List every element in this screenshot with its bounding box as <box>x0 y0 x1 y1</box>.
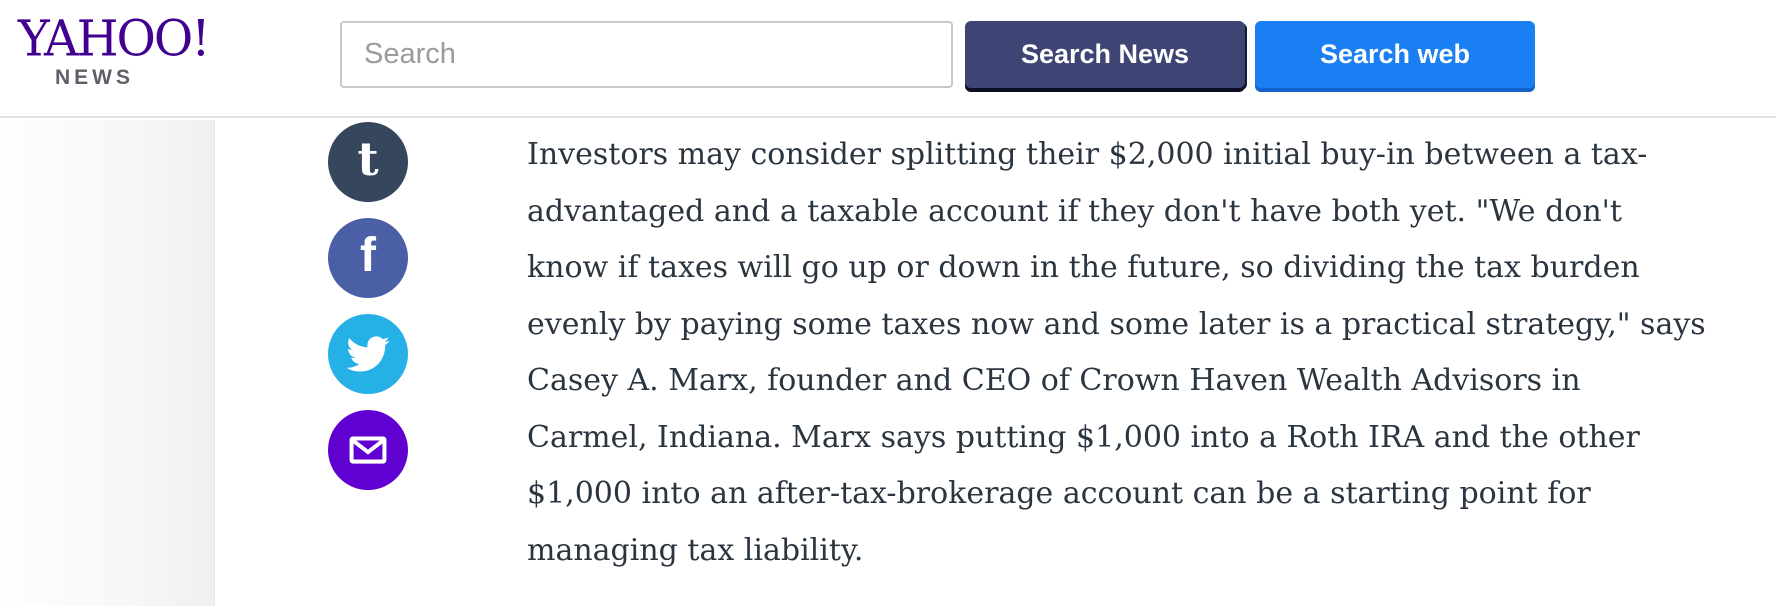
share-tumblr-button[interactable]: t <box>328 122 408 202</box>
search-web-button[interactable]: Search web <box>1255 21 1535 88</box>
article-content-card <box>215 120 1776 606</box>
yahoo-logo-news-label: NEWS <box>55 66 134 89</box>
article-paragraph: Investors may consider splitting their $… <box>527 137 1706 568</box>
share-facebook-button[interactable]: f <box>328 218 408 298</box>
share-email-button[interactable] <box>328 410 408 490</box>
yahoo-news-logo[interactable]: YAHOO! NEWS <box>18 12 228 90</box>
header: YAHOO! NEWS Search News Search web <box>0 0 1776 118</box>
share-twitter-button[interactable] <box>328 314 408 394</box>
facebook-icon: f <box>360 229 376 282</box>
share-rail: t f <box>328 122 408 506</box>
tumblr-icon: t <box>357 132 379 186</box>
search-input[interactable] <box>340 21 953 88</box>
yahoo-logo-wordmark: YAHOO! <box>18 9 210 69</box>
left-gutter <box>0 120 215 606</box>
search-news-button[interactable]: Search News <box>965 21 1245 88</box>
envelope-icon <box>347 429 389 471</box>
twitter-icon <box>346 336 390 372</box>
